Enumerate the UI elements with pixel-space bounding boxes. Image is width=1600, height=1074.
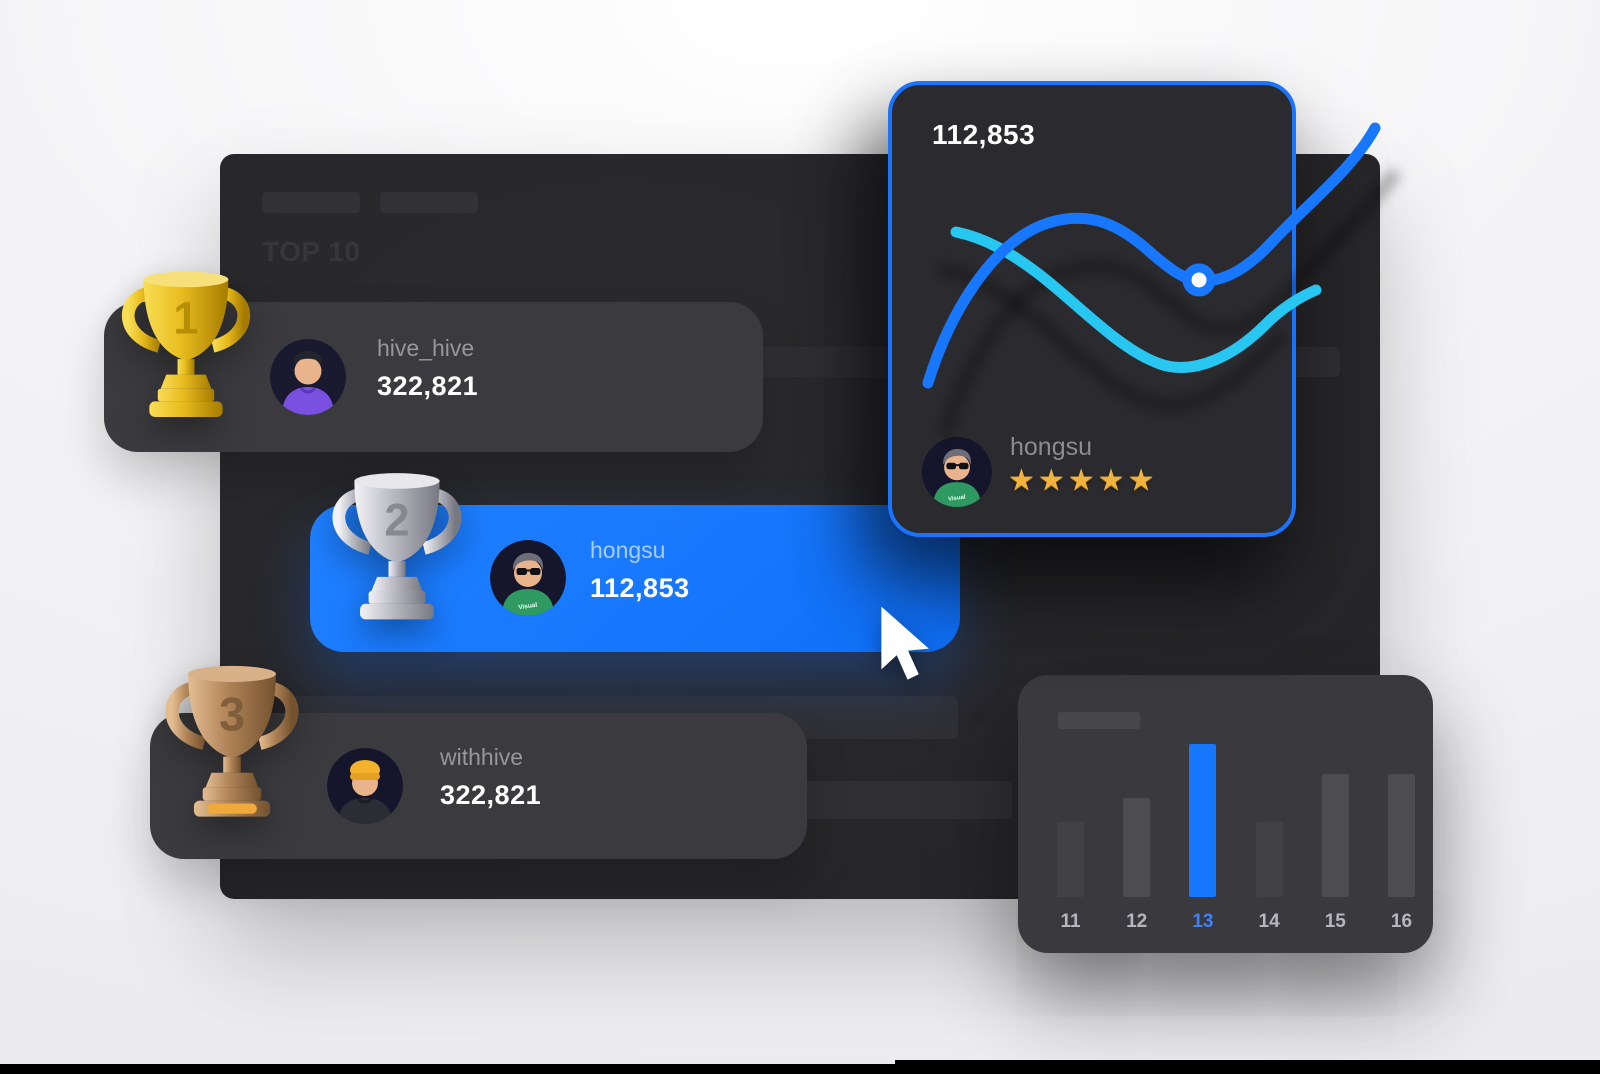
bar-chart: 11 12 13 14 15 16 (1018, 675, 1433, 953)
placeholder-pill (380, 192, 478, 213)
avatar (270, 339, 346, 415)
bar-15 (1321, 774, 1349, 897)
bottom-black-bar (0, 1064, 1600, 1074)
bar-label: 12 (1126, 911, 1148, 932)
bar-12 (1123, 798, 1151, 897)
trophy-rank: 3 (219, 688, 245, 740)
bar-label: 14 (1258, 911, 1280, 932)
placeholder-pill (262, 192, 360, 213)
stat-value: 112,853 (932, 119, 1036, 150)
top10-heading: TOP 10 (262, 236, 361, 267)
username: hive_hive (377, 335, 475, 361)
trophy-rank: 2 (384, 495, 409, 546)
stat-card: 112,853 Visual hongsu ★★★★★ (888, 81, 1296, 537)
avatar (327, 748, 403, 824)
trophy-rank: 1 (173, 293, 198, 344)
leaderboard-row-3[interactable]: withhive 322,821 (150, 713, 807, 859)
bar-13[interactable] (1189, 744, 1217, 897)
bar-label: 11 (1060, 911, 1081, 932)
score: 112,853 (590, 573, 690, 603)
bar-16 (1388, 774, 1415, 897)
username: hongsu (590, 537, 666, 563)
bar-label: 16 (1390, 911, 1413, 932)
bar-label: 13 (1192, 911, 1214, 932)
avatar: Visual (922, 437, 992, 507)
bronze-trophy-icon: 3 (165, 665, 299, 817)
star-rating: ★★★★★ (1008, 464, 1158, 497)
bar-14 (1255, 822, 1283, 897)
silver-trophy-icon: 2 (332, 473, 462, 620)
shirt-text: Visual (518, 602, 538, 612)
placeholder-pill (1058, 712, 1140, 729)
bar-chart-card: 11 12 13 14 15 16 (1018, 675, 1433, 953)
cursor-pointer-icon (881, 606, 929, 680)
shirt-text: Visual (948, 494, 966, 502)
username: withhive (440, 744, 524, 770)
avatar: Visual (490, 540, 566, 616)
gold-trophy-icon: 1 (121, 271, 251, 417)
bar-11 (1057, 822, 1084, 897)
score: 322,821 (440, 780, 542, 810)
score: 322,821 (377, 371, 479, 401)
bar-label: 15 (1324, 911, 1346, 932)
stat-username: hongsu (1010, 433, 1093, 461)
bottom-black-bar (895, 1060, 1600, 1074)
